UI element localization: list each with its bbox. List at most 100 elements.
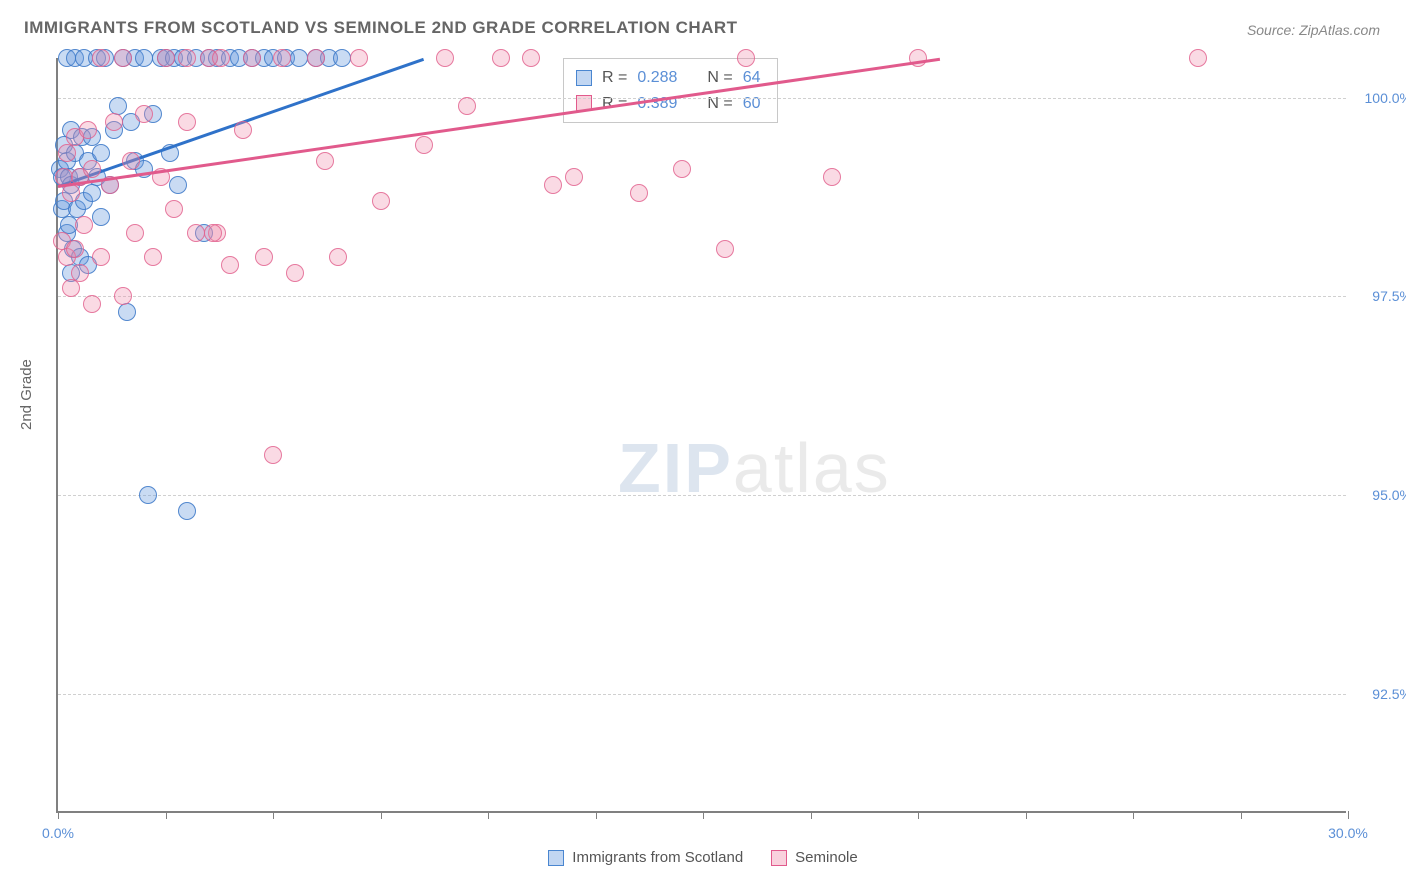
scatter-point-scotland [333, 49, 351, 67]
scatter-point-seminole [329, 248, 347, 266]
series-legend-scotland: Immigrants from Scotland [548, 849, 743, 866]
gridline [58, 296, 1346, 297]
scatter-point-seminole [716, 240, 734, 258]
x-tick-label: 30.0% [1328, 825, 1368, 841]
scatter-point-scotland [169, 176, 187, 194]
legend-swatch-blue [548, 850, 564, 866]
scatter-point-seminole [204, 224, 222, 242]
x-tick [1026, 811, 1027, 819]
scatter-point-seminole [66, 240, 84, 258]
scatter-point-seminole [673, 160, 691, 178]
scatter-point-seminole [79, 121, 97, 139]
x-tick [488, 811, 489, 819]
scatter-plot-area: ZIPatlas R = 0.288 N = 64 R = 0.389 N = … [56, 58, 1346, 813]
scatter-point-seminole [243, 49, 261, 67]
scatter-point-seminole [92, 248, 110, 266]
scatter-point-seminole [492, 49, 510, 67]
scatter-point-seminole [273, 49, 291, 67]
x-tick [811, 811, 812, 819]
scatter-point-seminole [255, 248, 273, 266]
r-value-seminole: 0.389 [637, 91, 677, 117]
x-tick [1348, 811, 1349, 819]
scatter-point-seminole [372, 192, 390, 210]
scatter-point-seminole [71, 264, 89, 282]
legend-swatch-pink [771, 850, 787, 866]
scatter-point-seminole [307, 49, 325, 67]
scatter-point-seminole [264, 446, 282, 464]
series-legend: Immigrants from Scotland Seminole [0, 849, 1406, 866]
scatter-point-seminole [157, 49, 175, 67]
x-tick [166, 811, 167, 819]
x-tick-label: 0.0% [42, 825, 74, 841]
scatter-point-seminole [92, 49, 110, 67]
scatter-point-scotland [135, 49, 153, 67]
scatter-point-seminole [234, 121, 252, 139]
y-tick-label: 92.5% [1352, 686, 1406, 702]
scatter-point-seminole [458, 97, 476, 115]
x-tick [381, 811, 382, 819]
x-tick [1133, 811, 1134, 819]
x-tick [703, 811, 704, 819]
scatter-point-seminole [737, 49, 755, 67]
scatter-point-seminole [350, 49, 368, 67]
scatter-point-seminole [114, 287, 132, 305]
x-tick [273, 811, 274, 819]
series-legend-seminole: Seminole [771, 849, 858, 866]
x-tick [918, 811, 919, 819]
scatter-point-seminole [83, 295, 101, 313]
n-label: N = [707, 65, 732, 91]
source-attribution: Source: ZipAtlas.com [1247, 22, 1380, 38]
gridline [58, 694, 1346, 695]
n-label: N = [707, 91, 732, 117]
scatter-point-seminole [58, 144, 76, 162]
scatter-point-seminole [122, 152, 140, 170]
scatter-point-scotland [92, 208, 110, 226]
scatter-point-scotland [139, 486, 157, 504]
scatter-point-scotland [178, 502, 196, 520]
x-tick [58, 811, 59, 819]
scatter-point-seminole [823, 168, 841, 186]
scatter-point-seminole [62, 279, 80, 297]
scatter-point-scotland [118, 303, 136, 321]
series-legend-label: Immigrants from Scotland [572, 849, 743, 866]
scatter-point-seminole [126, 224, 144, 242]
scatter-point-seminole [630, 184, 648, 202]
x-tick [1241, 811, 1242, 819]
n-value-seminole: 60 [743, 91, 761, 117]
scatter-point-seminole [415, 136, 433, 154]
series-legend-label: Seminole [795, 849, 858, 866]
y-tick-label: 97.5% [1352, 288, 1406, 304]
x-tick [596, 811, 597, 819]
stats-legend-row-seminole: R = 0.389 N = 60 [576, 91, 761, 117]
scatter-point-seminole [212, 49, 230, 67]
scatter-point-seminole [135, 105, 153, 123]
r-label: R = [602, 65, 627, 91]
scatter-point-seminole [165, 200, 183, 218]
gridline [58, 98, 1346, 99]
scatter-point-seminole [178, 49, 196, 67]
legend-swatch-blue [576, 70, 592, 86]
scatter-point-seminole [105, 113, 123, 131]
scatter-point-seminole [83, 160, 101, 178]
y-tick-label: 100.0% [1352, 90, 1406, 106]
scatter-point-seminole [62, 184, 80, 202]
scatter-point-seminole [178, 113, 196, 131]
scatter-point-seminole [187, 224, 205, 242]
scatter-point-seminole [544, 176, 562, 194]
y-tick-label: 95.0% [1352, 487, 1406, 503]
y-axis-label: 2nd Grade [18, 359, 35, 430]
scatter-point-seminole [316, 152, 334, 170]
scatter-point-seminole [114, 49, 132, 67]
scatter-point-seminole [1189, 49, 1207, 67]
r-value-scotland: 0.288 [637, 65, 677, 91]
scatter-point-seminole [221, 256, 239, 274]
chart-title: IMMIGRANTS FROM SCOTLAND VS SEMINOLE 2ND… [24, 18, 738, 38]
scatter-point-seminole [436, 49, 454, 67]
scatter-point-seminole [286, 264, 304, 282]
scatter-point-seminole [522, 49, 540, 67]
scatter-point-scotland [290, 49, 308, 67]
scatter-point-seminole [75, 216, 93, 234]
scatter-point-seminole [144, 248, 162, 266]
gridline [58, 495, 1346, 496]
scatter-point-scotland [83, 184, 101, 202]
